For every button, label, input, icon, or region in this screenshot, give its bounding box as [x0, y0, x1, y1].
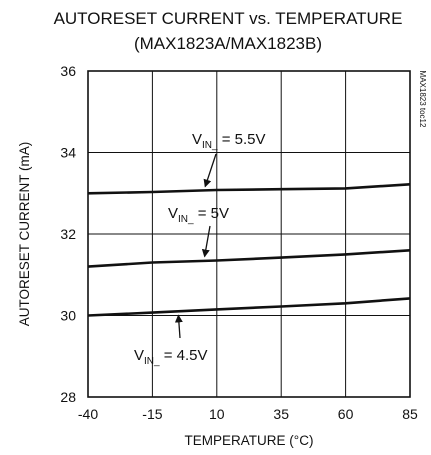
annotation-suffix: = 5V — [194, 205, 229, 222]
y-tick-label: 32 — [60, 226, 76, 242]
y-tick-label: 34 — [60, 145, 76, 161]
annotation-subscript: IN_ — [144, 356, 160, 367]
y-tick-label: 36 — [60, 63, 76, 79]
series-line — [87, 297, 411, 317]
annotation-arrow — [201, 225, 211, 258]
y-axis-label: AUTORESET CURRENT (mA) — [17, 142, 32, 327]
data-series — [87, 183, 411, 317]
series-line — [87, 183, 411, 195]
annotation-arrow — [203, 153, 217, 188]
chart-title: AUTORESET CURRENT vs. TEMPERATURE — [54, 9, 403, 28]
annotation-label: VIN_ = 5.5V — [192, 131, 266, 151]
annotation-subscript: IN_ — [178, 214, 194, 225]
annotation-suffix: = 4.5V — [160, 347, 208, 364]
plot-frame — [87, 70, 411, 398]
x-tick-labels: -40 -15 10 35 60 85 — [78, 406, 418, 422]
grid-lines — [88, 71, 410, 397]
annotation-label: VIN_ = 5V — [168, 205, 229, 225]
annotation-main: V — [192, 131, 202, 148]
annotation-main: V — [134, 347, 144, 364]
y-tick-labels: 28 30 32 34 36 — [60, 63, 76, 405]
x-tick-label: 85 — [402, 406, 418, 422]
chart-subtitle: (MAX1823A/MAX1823B) — [134, 34, 322, 53]
x-tick-label: -40 — [78, 406, 98, 422]
figure-side-note: MAX1823 toc12 — [418, 71, 427, 128]
annotation-subscript: IN_ — [202, 140, 218, 151]
x-tick-label: 10 — [209, 406, 225, 422]
y-tick-label: 30 — [60, 308, 76, 324]
x-axis-label: TEMPERATURE (°C) — [185, 433, 314, 448]
annotation-arrow — [174, 314, 183, 339]
x-tick-label: 35 — [273, 406, 289, 422]
annotation-suffix: = 5.5V — [218, 131, 266, 148]
series-line — [87, 249, 411, 268]
x-tick-label: -15 — [142, 406, 162, 422]
annotation-label: VIN_ = 4.5V — [134, 347, 208, 367]
y-tick-label: 28 — [60, 389, 76, 405]
x-tick-label: 60 — [338, 406, 354, 422]
annotation-main: V — [168, 205, 178, 222]
